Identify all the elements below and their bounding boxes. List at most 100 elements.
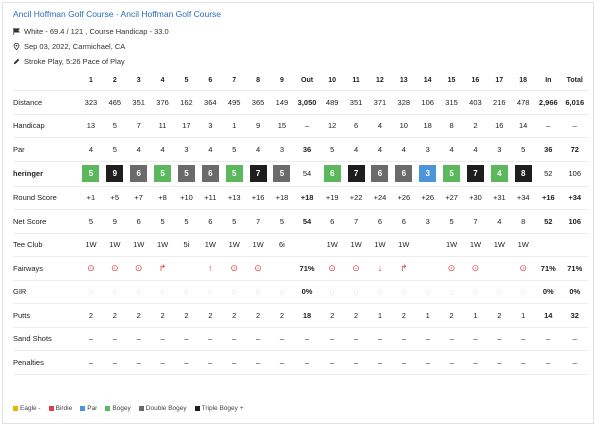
gir-miss-icon: ○	[401, 286, 407, 297]
score-cell: +16	[535, 186, 562, 210]
hole-header: Total	[561, 71, 588, 91]
row-label: Distance	[13, 90, 79, 115]
score-cell: 6,016	[561, 90, 588, 115]
score-cell: 1W	[368, 233, 392, 257]
score-cell: 54	[293, 161, 321, 187]
score-cell: –	[415, 350, 440, 375]
score-cell: 2	[174, 303, 199, 328]
score-cell: 18	[415, 114, 440, 138]
score-cell: –	[391, 350, 416, 375]
score-cell: +8	[150, 186, 175, 210]
score-cell: 52	[535, 209, 562, 234]
score-cell: 5	[320, 137, 345, 162]
score-cell: 18	[293, 303, 321, 328]
score-cell: –	[79, 350, 103, 375]
score-cell: –	[270, 327, 294, 351]
row-label: Sand Shots	[13, 327, 79, 351]
score-cell: ○	[174, 280, 199, 304]
score-cell: 14	[511, 114, 536, 138]
score-cell: ○	[439, 280, 464, 304]
score-cell: 2	[391, 303, 416, 328]
score-cell: 371	[368, 90, 392, 115]
fairway-miss-right-icon: ↱	[158, 262, 167, 273]
score-cell: +27	[439, 186, 464, 210]
hole-header: 18	[511, 71, 536, 91]
score-cell: ○	[102, 280, 127, 304]
hole-score-box: 5	[225, 165, 243, 182]
hole-score-box: 5	[154, 165, 172, 182]
gir-miss-icon: ○	[255, 286, 261, 297]
score-cell: 3	[415, 137, 440, 162]
hole-header: 10	[320, 71, 345, 91]
score-cell: 36	[293, 137, 321, 162]
fairway-hit-icon: ⊙	[352, 262, 360, 273]
gir-miss-icon: ○	[183, 286, 190, 297]
score-cell: ⊙	[79, 256, 103, 281]
score-cell: +31	[487, 186, 512, 210]
score-cell: ○	[368, 280, 392, 304]
score-cell: 106	[415, 90, 440, 115]
score-cell: 5	[102, 137, 127, 162]
fairway-hit-icon: ⊙	[254, 262, 262, 273]
score-cell: 351	[126, 90, 151, 115]
score-cell: ⊙	[126, 256, 151, 281]
score-row: GIR ○ ○ ○ ○ ○ ○ ○ ○ ○ 0% ○ ○ ○ ○ ○ ○ ○ ○ ○ 0% 0%	[13, 280, 588, 304]
score-cell: 4	[344, 137, 368, 162]
hole-score-box: 6	[323, 165, 341, 182]
score-cell: –	[293, 327, 321, 351]
score-cell: 0%	[293, 280, 321, 304]
score-cell: 12	[320, 114, 345, 138]
score-cell: 6	[391, 209, 416, 234]
hole-score-box: 9	[106, 165, 124, 182]
score-cell: ○	[320, 280, 345, 304]
score-row: Penalties – – – – – – – – – – – – – – – – – – – – –	[13, 350, 588, 375]
score-cell: 162	[174, 90, 199, 115]
legend-item: Birdie	[48, 405, 73, 412]
score-cell: 1	[511, 303, 536, 328]
course-title-link[interactable]: Ancil Hoffman Golf Course - Ancil Hoffma…	[13, 9, 222, 19]
score-cell: 71%	[535, 256, 562, 281]
fairway-hit-icon: ⊙	[111, 262, 119, 273]
score-cell: –	[463, 350, 488, 375]
hole-header: 15	[439, 71, 464, 91]
score-cell: 17	[174, 114, 199, 138]
score-cell: +26	[391, 186, 416, 210]
legend-item: Par	[80, 405, 97, 412]
score-cell: 6	[344, 114, 368, 138]
score-cell: +34	[511, 186, 536, 210]
gir-miss-icon: ○	[448, 286, 455, 297]
score-cell: –	[102, 350, 127, 375]
gir-miss-icon: ○	[88, 286, 94, 297]
legend-item: Double Bogey	[138, 405, 187, 412]
legend-label: Birdie	[55, 405, 73, 412]
row-label: GIR	[13, 280, 79, 304]
gir-miss-icon: ○	[472, 286, 479, 297]
score-cell: 1W	[463, 233, 488, 257]
score-cell: 2	[344, 303, 368, 328]
score-cell: 1W	[344, 233, 368, 257]
score-cell: 8	[439, 114, 464, 138]
fairway-hit-icon: ⊙	[230, 262, 238, 273]
row-label: Net Score	[13, 209, 79, 234]
score-cell: 489	[320, 90, 345, 115]
score-cell: 1W	[487, 233, 512, 257]
score-cell: 52	[535, 161, 562, 187]
fairway-miss-right-icon: ↱	[400, 262, 408, 273]
score-cell: 5	[174, 161, 199, 187]
score-cell	[487, 256, 512, 281]
score-cell: 9	[102, 209, 127, 234]
row-label: Handicap	[13, 114, 79, 138]
hole-score-box: 5	[177, 165, 195, 182]
score-legend: Eagle - Birdie Par Bogey Double Bogey Triple …	[13, 405, 244, 412]
score-cell: +13	[222, 186, 247, 210]
score-cell: –	[293, 114, 321, 138]
row-label: Par	[13, 137, 79, 162]
score-cell: 7	[246, 161, 270, 187]
score-cell: 1W	[102, 233, 127, 257]
row-label: Round Score	[13, 186, 79, 210]
gir-miss-icon: ○	[329, 286, 335, 297]
hole-header: 14	[415, 71, 440, 91]
score-cell: 7	[344, 209, 368, 234]
score-cell: 1W	[79, 233, 103, 257]
hole-score-box: 6	[201, 165, 219, 182]
